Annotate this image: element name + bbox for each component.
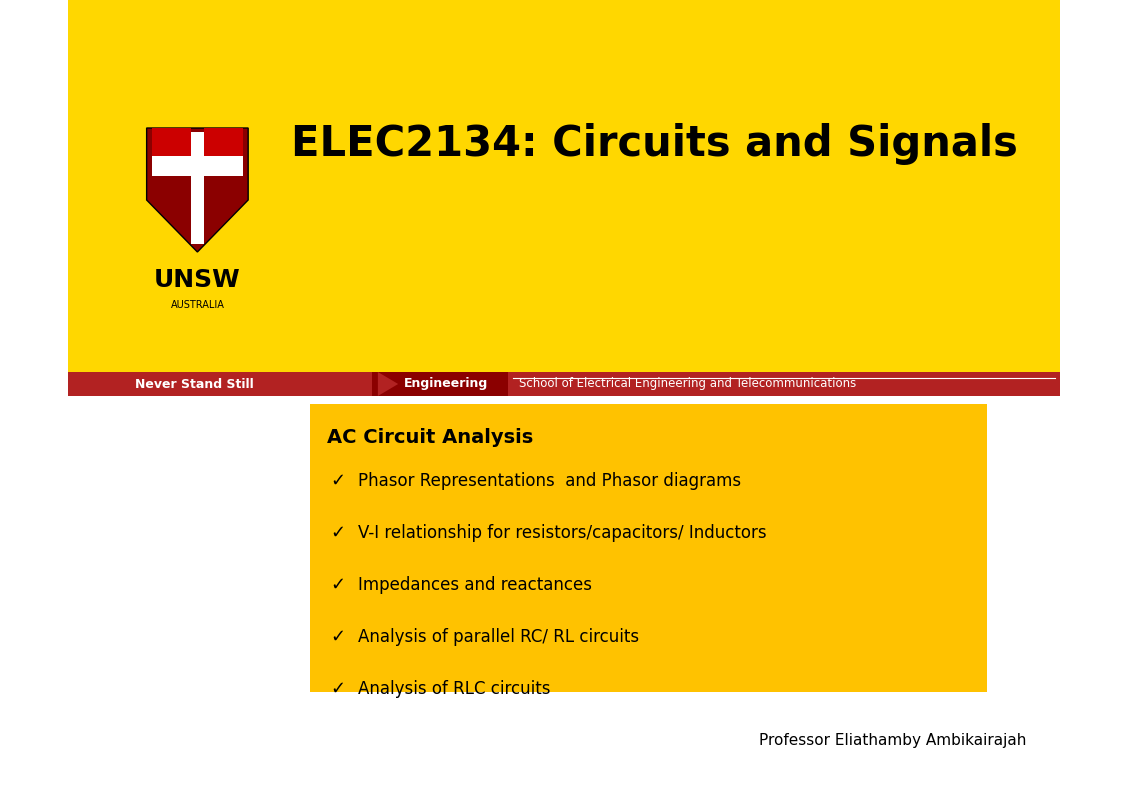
Polygon shape bbox=[378, 372, 398, 396]
Text: ELEC2134: Circuits and Signals: ELEC2134: Circuits and Signals bbox=[291, 123, 1017, 165]
FancyBboxPatch shape bbox=[152, 156, 243, 176]
Text: Never Stand Still: Never Stand Still bbox=[135, 378, 254, 390]
Text: Analysis of parallel RC/ RL circuits: Analysis of parallel RC/ RL circuits bbox=[358, 628, 638, 646]
Text: ✓: ✓ bbox=[331, 524, 345, 542]
FancyBboxPatch shape bbox=[204, 128, 243, 156]
FancyBboxPatch shape bbox=[372, 372, 508, 396]
FancyBboxPatch shape bbox=[68, 0, 1060, 372]
Text: ✓: ✓ bbox=[331, 472, 345, 490]
Text: AC Circuit Analysis: AC Circuit Analysis bbox=[327, 428, 534, 447]
Text: ✓: ✓ bbox=[331, 576, 345, 594]
Polygon shape bbox=[147, 128, 248, 252]
Text: UNSW: UNSW bbox=[155, 268, 240, 292]
Text: ✓: ✓ bbox=[331, 680, 345, 698]
FancyBboxPatch shape bbox=[152, 128, 191, 156]
Text: School of Electrical Engineering and Telecommunications: School of Electrical Engineering and Tel… bbox=[519, 378, 856, 390]
Text: V-I relationship for resistors/capacitors/ Inductors: V-I relationship for resistors/capacitor… bbox=[358, 524, 766, 542]
Text: Phasor Representations  and Phasor diagrams: Phasor Representations and Phasor diagra… bbox=[358, 472, 741, 490]
Text: AUSTRALIA: AUSTRALIA bbox=[170, 300, 224, 310]
Text: Professor Eliathamby Ambikairajah: Professor Eliathamby Ambikairajah bbox=[759, 733, 1026, 747]
Text: Engineering: Engineering bbox=[404, 378, 487, 390]
Text: ✓: ✓ bbox=[331, 628, 345, 646]
FancyBboxPatch shape bbox=[68, 372, 1060, 396]
FancyBboxPatch shape bbox=[191, 132, 204, 244]
Text: Analysis of RLC circuits: Analysis of RLC circuits bbox=[358, 680, 550, 698]
FancyBboxPatch shape bbox=[310, 404, 987, 692]
Text: Impedances and reactances: Impedances and reactances bbox=[358, 576, 591, 594]
